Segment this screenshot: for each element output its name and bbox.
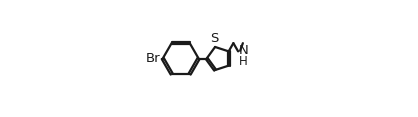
- Text: Br: Br: [146, 52, 161, 65]
- Text: S: S: [210, 32, 218, 45]
- Text: H: H: [239, 55, 248, 68]
- Text: N: N: [239, 44, 249, 57]
